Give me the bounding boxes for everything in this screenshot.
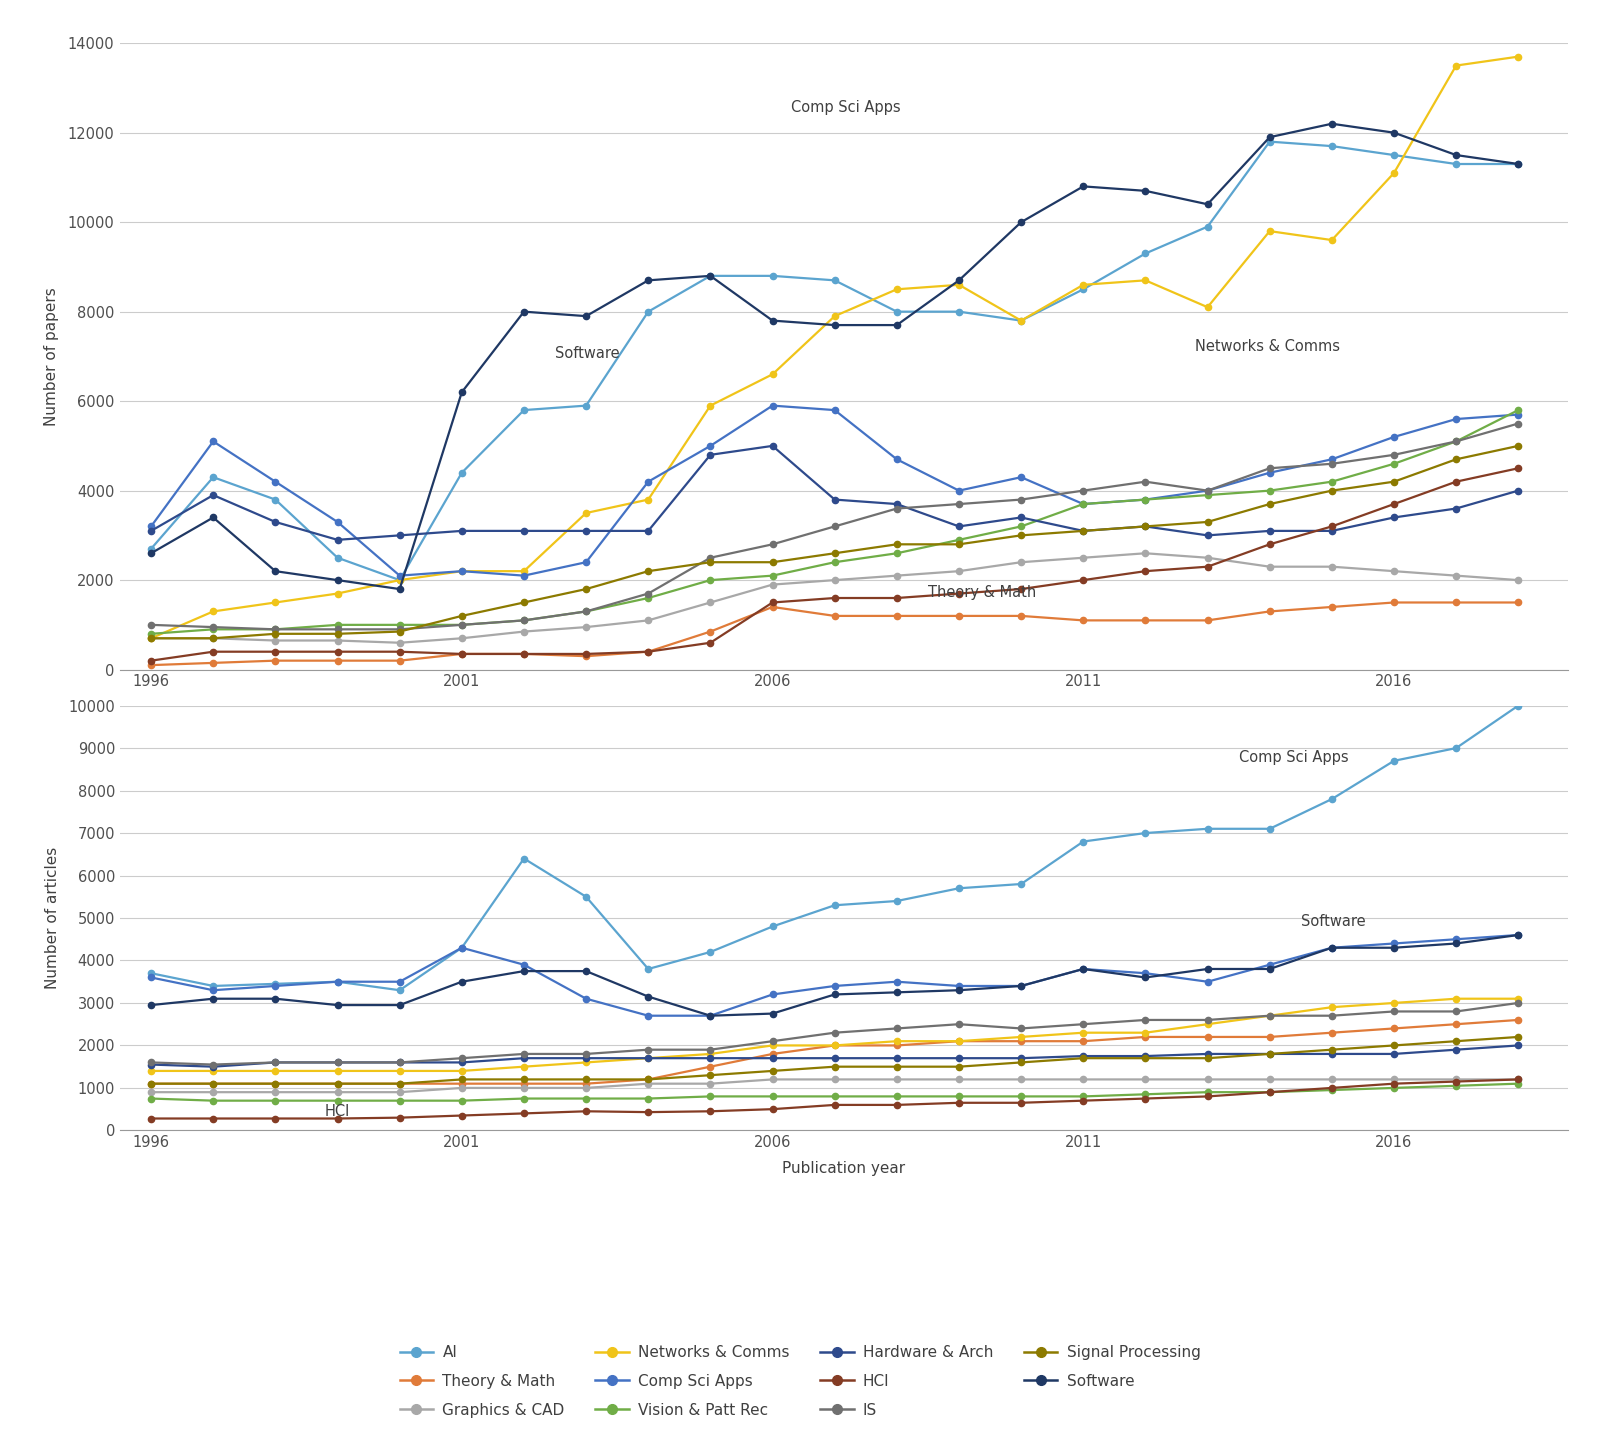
Text: Theory & Math: Theory & Math (928, 585, 1037, 600)
Text: Software: Software (1301, 913, 1365, 929)
Y-axis label: Number of articles: Number of articles (45, 847, 61, 989)
Text: Comp Sci Apps: Comp Sci Apps (790, 99, 901, 115)
Text: Comp Sci Apps: Comp Sci Apps (1238, 750, 1349, 765)
X-axis label: Publication year: Publication year (782, 1162, 906, 1176)
Y-axis label: Number of papers: Number of papers (45, 287, 59, 426)
Legend: AI, Theory & Math, Graphics & CAD, Networks & Comms, Comp Sci Apps, Vision & Pat: AI, Theory & Math, Graphics & CAD, Netwo… (392, 1338, 1208, 1426)
Text: HCI: HCI (325, 1104, 350, 1119)
Text: Networks & Comms: Networks & Comms (1195, 340, 1341, 354)
Text: Software: Software (555, 346, 619, 361)
